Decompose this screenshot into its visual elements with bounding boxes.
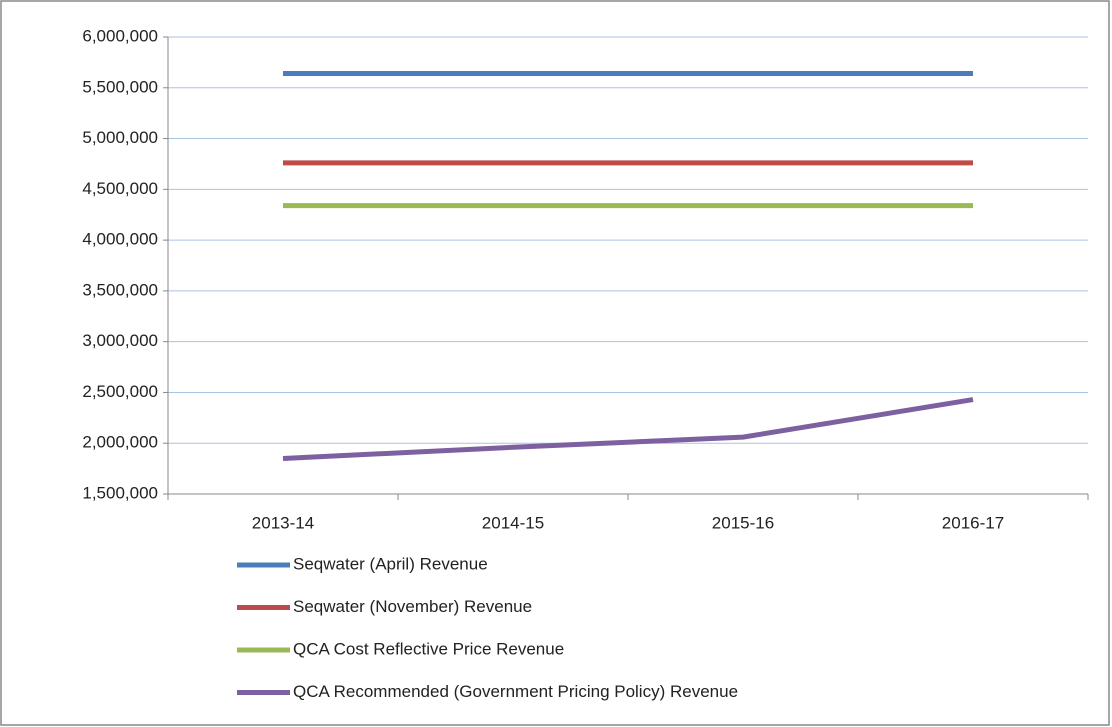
y-tick-label: 1,500,000 xyxy=(82,483,158,502)
y-tick-label: 4,500,000 xyxy=(82,179,158,198)
y-tick-label: 2,500,000 xyxy=(82,382,158,401)
y-tick-label: 3,500,000 xyxy=(82,280,158,299)
legend-label: QCA Cost Reflective Price Revenue xyxy=(293,639,564,658)
y-tick-label: 5,500,000 xyxy=(82,77,158,96)
y-tick-label: 3,000,000 xyxy=(82,331,158,350)
x-tick-label: 2015-16 xyxy=(712,513,774,532)
legend-label: QCA Recommended (Government Pricing Poli… xyxy=(293,682,738,701)
y-tick-label: 5,000,000 xyxy=(82,128,158,147)
series-line xyxy=(282,397,974,461)
legend-label: Seqwater (November) Revenue xyxy=(293,597,532,616)
x-tick-label: 2016-17 xyxy=(942,513,1004,532)
x-tick-label: 2014-15 xyxy=(482,513,544,532)
y-tick-label: 6,000,000 xyxy=(82,26,158,45)
y-tick-label: 2,000,000 xyxy=(82,433,158,452)
x-tick-label: 2013-14 xyxy=(252,513,314,532)
y-tick-label: 4,000,000 xyxy=(82,230,158,249)
legend-label: Seqwater (April) Revenue xyxy=(293,554,488,573)
